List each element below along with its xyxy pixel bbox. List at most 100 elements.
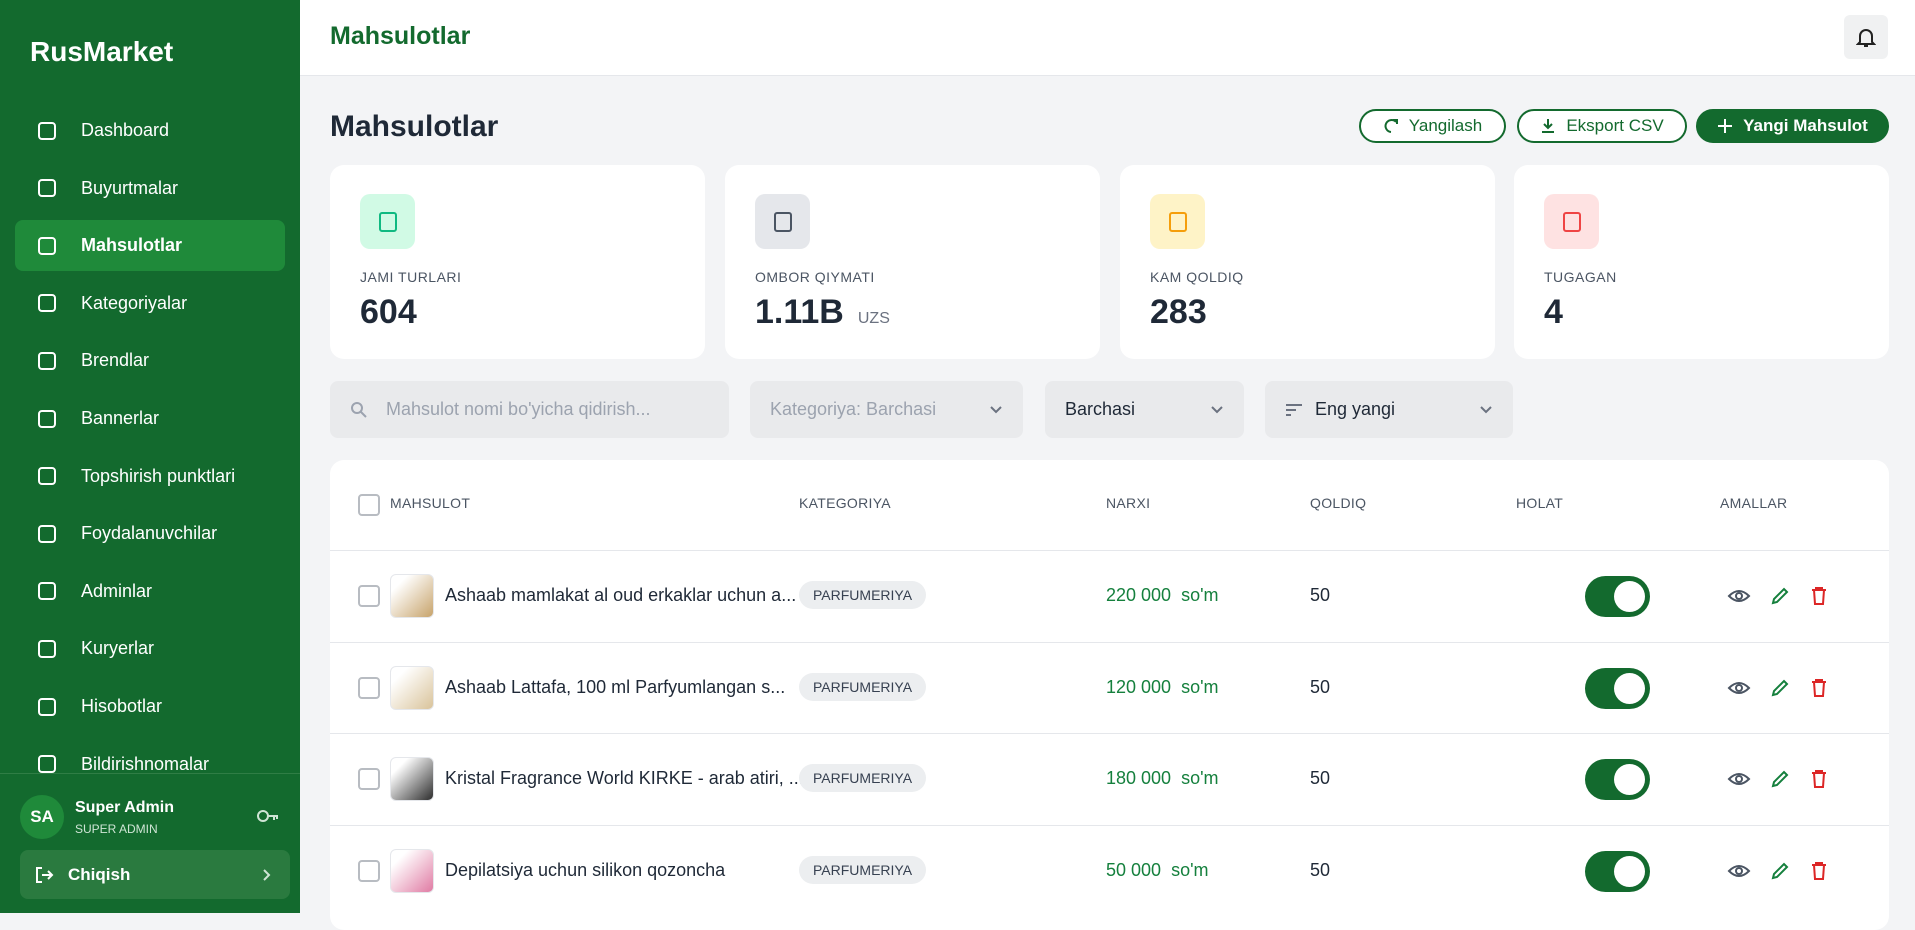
edit-button[interactable]	[1770, 861, 1790, 881]
product-name[interactable]: Ashaab mamlakat al oud erkaklar uchun a.…	[445, 585, 797, 605]
stat-label: TUGAGAN	[1544, 269, 1617, 285]
stat-icon	[1544, 194, 1599, 249]
stock: 50	[1310, 768, 1331, 789]
select-all-checkbox[interactable]	[358, 494, 380, 516]
stat-card: OMBOR QIYMATI 1.11B UZS	[725, 165, 1100, 359]
delete-button[interactable]	[1810, 861, 1828, 881]
nav-label: Brendlar	[81, 350, 150, 371]
product-thumbnail	[390, 665, 434, 710]
category-badge: PARFUMERIYA	[799, 855, 927, 884]
nav-label: Buyurtmalar	[81, 177, 179, 198]
status-toggle[interactable]	[1585, 667, 1650, 709]
row-divider	[330, 824, 1889, 826]
column-header: NARXI	[1106, 495, 1151, 511]
category-select[interactable]: Kategoriya: Barchasi	[750, 381, 1023, 438]
stat-label: OMBOR QIYMATI	[755, 269, 875, 285]
nav-label: Kategoriyalar	[81, 292, 188, 313]
nav-label: Adminlar	[81, 580, 153, 601]
view-button[interactable]	[1727, 586, 1751, 606]
nav-item[interactable]: Foydalanuvchilar	[15, 508, 285, 559]
delete-button[interactable]	[1810, 586, 1828, 606]
sort-select[interactable]: Eng yangi	[1265, 381, 1513, 438]
stat-number: 1.11B	[755, 293, 844, 331]
row-divider	[330, 550, 1889, 551]
stock: 50	[1310, 676, 1331, 697]
price-amount: 120 000	[1106, 676, 1172, 697]
delete-button[interactable]	[1810, 769, 1828, 789]
category-badge: PARFUMERIYA	[799, 581, 927, 609]
product-name[interactable]: Kristal Fragrance World KIRKE - arab ati…	[445, 768, 804, 789]
row-divider	[330, 641, 1889, 643]
row-checkbox[interactable]	[358, 859, 380, 882]
stat-number: 4	[1544, 293, 1563, 331]
notifications-button[interactable]	[1844, 15, 1888, 59]
column-header: AMALLAR	[1720, 495, 1788, 511]
add-product-button[interactable]: Yangi Mahsulot	[1696, 109, 1889, 143]
nav-item[interactable]: Dashboard	[15, 105, 285, 156]
nav-item[interactable]: Adminlar	[15, 566, 285, 617]
nav-label: Topshirish punktlari	[81, 465, 236, 486]
search-input[interactable]: Mahsulot nomi bo'yicha qidirish...	[330, 381, 729, 438]
row-checkbox[interactable]	[358, 676, 380, 699]
edit-button[interactable]	[1770, 769, 1790, 789]
nav-label: Bannerlar	[81, 408, 160, 428]
nav-item[interactable]: Brendlar	[15, 335, 285, 386]
nav-item[interactable]: Hisobotlar	[15, 681, 285, 732]
price-currency: so'm	[1171, 859, 1209, 880]
export-button[interactable]: Eksport CSV	[1517, 109, 1687, 143]
nav-item[interactable]: Kuryerlar	[15, 623, 285, 674]
user-role: SUPER ADMIN	[75, 822, 158, 836]
nav-item[interactable]: Bannerlar	[15, 393, 285, 444]
price-currency: so'm	[1181, 676, 1219, 697]
view-button[interactable]	[1727, 678, 1751, 698]
price-amount: 220 000	[1106, 585, 1172, 605]
sidebar: RusMarket SA Super Admin SUPER ADMIN Chi…	[0, 0, 300, 913]
product-thumbnail	[390, 848, 434, 893]
edit-button[interactable]	[1770, 678, 1790, 698]
status-toggle[interactable]	[1585, 850, 1650, 892]
price: 50 000 so'm	[1106, 860, 1209, 881]
row-checkbox[interactable]	[358, 768, 380, 791]
column-header: KATEGORIYA	[799, 495, 891, 511]
nav-item[interactable]: Bildirishnomalar	[15, 739, 285, 790]
column-header: HOLAT	[1516, 495, 1564, 511]
row-divider	[330, 733, 1889, 735]
delete-button[interactable]	[1810, 678, 1828, 698]
edit-button[interactable]	[1770, 586, 1790, 606]
price: 180 000 so'm	[1106, 768, 1219, 789]
nav-label: Mahsulotlar	[81, 235, 183, 256]
select-label: Eng yangi	[1315, 399, 1396, 419]
status-toggle[interactable]	[1585, 576, 1650, 617]
status-toggle[interactable]	[1585, 759, 1650, 801]
price-currency: so'm	[1181, 585, 1219, 605]
product-name[interactable]: Depilatsiya uchun silikon qozoncha	[445, 859, 726, 880]
nav-label: Hisobotlar	[81, 696, 163, 716]
select-label: Barchasi	[1065, 399, 1136, 419]
view-button[interactable]	[1727, 769, 1751, 789]
price: 220 000 so'm	[1106, 585, 1219, 606]
nav-label: Bildirishnomalar	[81, 753, 210, 774]
stat-value: 4	[1544, 293, 1563, 332]
status-select[interactable]: Barchasi	[1045, 381, 1244, 438]
button-label: Eksport CSV	[1566, 116, 1664, 135]
stat-value: 604	[360, 293, 417, 332]
category-badge: PARFUMERIYA	[799, 672, 927, 701]
logout-button[interactable]: Chiqish	[20, 850, 290, 899]
nav-item[interactable]: Kategoriyalar	[15, 278, 285, 329]
refresh-button[interactable]: Yangilash	[1359, 109, 1506, 143]
column-header: QOLDIQ	[1310, 495, 1367, 511]
column-header: MAHSULOT	[390, 495, 471, 511]
nav-item[interactable]: Topshirish punktlari	[15, 451, 285, 502]
stat-icon	[755, 194, 810, 249]
product-name[interactable]: Ashaab Lattafa, 100 ml Parfyumlangan s..…	[445, 676, 786, 697]
nav-item[interactable]: Mahsulotlar	[15, 220, 285, 272]
nav-item[interactable]: Buyurtmalar	[15, 163, 285, 214]
logo: RusMarket	[30, 36, 174, 67]
view-button[interactable]	[1727, 861, 1751, 881]
row-checkbox[interactable]	[358, 585, 380, 607]
key-icon[interactable]	[256, 806, 280, 826]
price-amount: 50 000	[1106, 859, 1162, 880]
stock: 50	[1310, 859, 1331, 880]
stat-label: JAMI TURLARI	[360, 269, 462, 285]
